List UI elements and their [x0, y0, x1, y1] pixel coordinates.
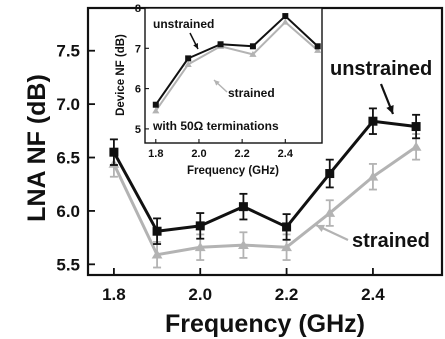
x-tick-label: 2.2	[275, 285, 299, 304]
inset-x-axis-title: Frequency (GHz)	[187, 165, 279, 177]
inset-annotation-terminations: with 50Ω terminations	[152, 119, 279, 133]
point-strained	[281, 242, 292, 252]
inset-y-tick-label: 7	[135, 43, 141, 55]
arrow-unstrained	[379, 83, 395, 115]
point-strained	[238, 239, 249, 249]
series-line-strained	[112, 145, 417, 257]
y-tick-label: 5.5	[56, 255, 80, 274]
inset-point-strained	[184, 60, 192, 67]
inset-point-unstrained	[249, 43, 256, 50]
inset-y-tick-label: 8	[135, 3, 141, 15]
inset-point-strained	[281, 18, 289, 25]
point-unstrained	[325, 169, 335, 179]
y-axis-title: LNA NF (dB)	[23, 74, 51, 222]
annotation-strained: strained	[352, 230, 430, 252]
annotation-arrows	[315, 83, 395, 241]
y-tick-label: 6.5	[56, 149, 80, 168]
y-tick-label: 7.5	[56, 42, 80, 61]
inset-series	[152, 13, 322, 114]
point-strained	[324, 207, 336, 217]
point-unstrained	[195, 221, 205, 231]
point-unstrained	[411, 122, 421, 132]
inset-ticks: 1.8 2.0 2.2 2.4 5 6 7 8	[135, 3, 294, 160]
inset-point-unstrained	[314, 43, 321, 50]
point-strained	[410, 141, 422, 151]
inset-series-line-unstrained	[154, 15, 319, 106]
inset-y-tick-label: 6	[135, 84, 141, 96]
inset-point-strained	[314, 46, 322, 53]
point-unstrained	[109, 147, 119, 157]
point-strained	[367, 171, 379, 181]
point-strained	[194, 242, 206, 252]
inset-point-strained	[152, 107, 160, 114]
inset-arrow-unstrained	[189, 32, 199, 50]
x-tick-label: 1.8	[102, 285, 126, 304]
series-line-unstrained	[112, 119, 417, 233]
inset-plot-frame	[144, 7, 323, 144]
inset-point-unstrained	[282, 13, 289, 20]
inset-point-unstrained	[152, 101, 159, 108]
point-unstrained	[152, 226, 162, 236]
y-tick-label: 6.0	[56, 202, 80, 221]
point-unstrained	[238, 202, 248, 212]
inset-y-axis-title: Device NF (dB)	[115, 34, 127, 116]
x-axis-title: Frequency (GHz)	[165, 310, 365, 338]
inset-x-tick-label: 2.2	[234, 148, 249, 160]
inset-series-line-strained	[154, 21, 319, 112]
inset-annotation-arrows	[189, 32, 228, 93]
inset-x-tick-label: 2.4	[278, 148, 294, 160]
point-unstrained	[368, 116, 378, 126]
inset-x-tick-label: 2.0	[191, 148, 206, 160]
y-tick-label: 7.0	[56, 95, 80, 114]
inset-point-unstrained	[185, 55, 192, 62]
arrow-strained	[315, 224, 349, 241]
inset-x-tick-label: 1.8	[148, 148, 163, 160]
inset-y-tick-label: 5	[135, 124, 141, 136]
inset-annotation-strained: strained	[228, 86, 275, 100]
main-series	[108, 107, 422, 269]
main-ticks: 1.8 2.0 2.2 2.4 5.5 6.0 6.5 7.0 7.5	[56, 42, 385, 304]
x-tick-label: 2.4	[361, 285, 385, 304]
x-tick-label: 2.0	[188, 285, 212, 304]
point-strained	[151, 249, 163, 259]
inset-annotation-unstrained: unstrained	[153, 17, 214, 31]
annotation-unstrained: unstrained	[330, 58, 432, 80]
point-unstrained	[282, 222, 292, 232]
inset-point-unstrained	[217, 41, 224, 48]
inset-arrow-strained	[213, 79, 228, 93]
inset-point-strained	[249, 50, 257, 57]
